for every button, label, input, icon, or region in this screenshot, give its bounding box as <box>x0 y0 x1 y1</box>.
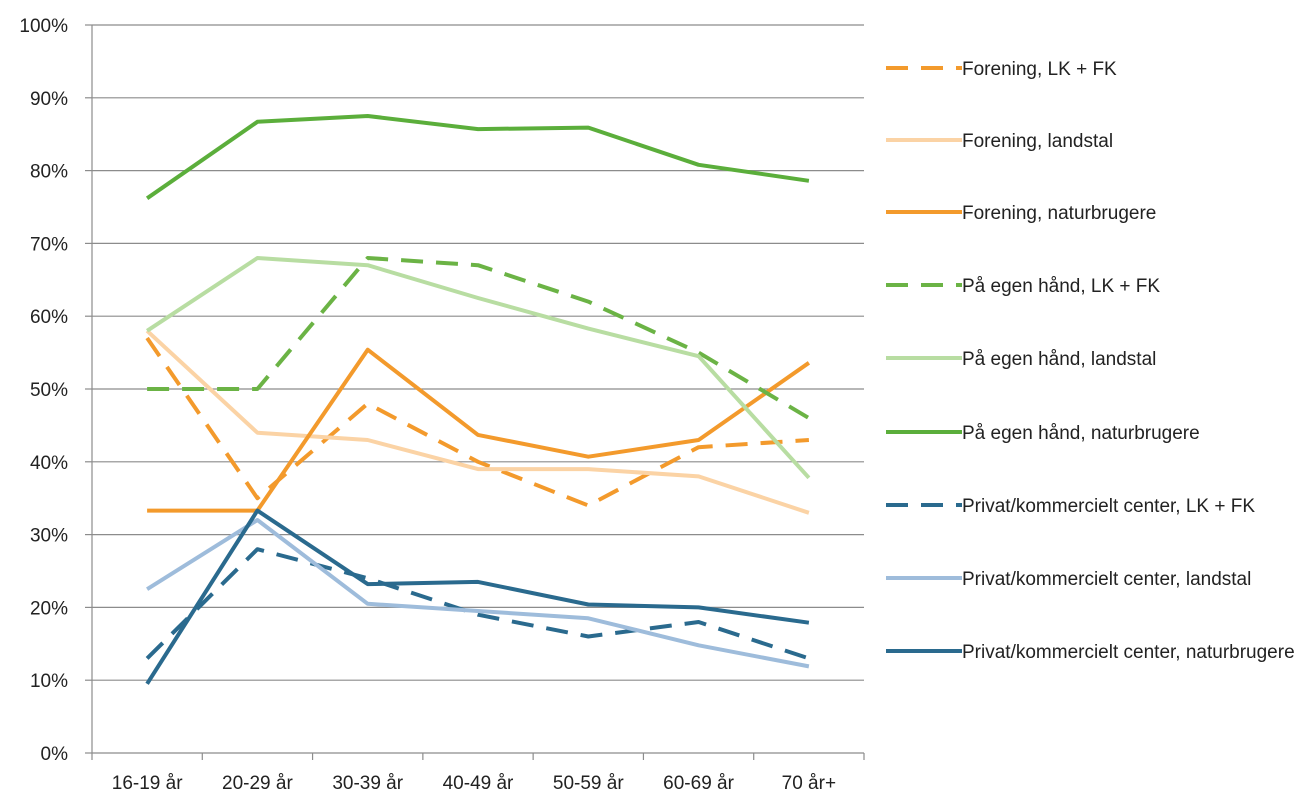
y-tick-label: 100% <box>19 16 68 37</box>
x-tick-label: 16-19 år <box>112 773 183 794</box>
y-tick-label: 80% <box>30 162 68 183</box>
y-tick-label: 10% <box>30 671 68 692</box>
y-tick-labels: 0% 10% 20% 30% 40% 50% 60% 70% 80% 90% 100% <box>19 16 68 765</box>
y-tick-label: 40% <box>30 453 68 474</box>
y-tick-label: 60% <box>30 307 68 328</box>
y-tick-label: 30% <box>30 526 68 547</box>
x-tick-label: 20-29 år <box>222 773 293 794</box>
legend-label: På egen hånd, naturbrugere <box>962 423 1200 444</box>
series-line <box>147 347 811 513</box>
gridlines <box>92 24 864 681</box>
x-tick-label: 40-49 år <box>443 773 514 794</box>
y-tick-label: 70% <box>30 234 68 255</box>
series-line <box>146 518 810 669</box>
series-lines <box>145 114 811 685</box>
y-tick-label: 0% <box>41 744 69 765</box>
series-line <box>147 256 810 420</box>
legend-label: Privat/kommercielt center, naturbrugere <box>962 642 1295 663</box>
series-line <box>145 547 810 661</box>
series-line <box>145 336 810 508</box>
x-tick-label: 70 år+ <box>782 773 836 794</box>
legend-label: Forening, landstal <box>962 131 1113 152</box>
series-line <box>145 329 810 515</box>
x-tick-labels: 16-19 år 20-29 år 30-39 år 40-49 år 50-59 år… <box>112 773 836 794</box>
legend-label: På egen hånd, landstal <box>962 349 1156 370</box>
legend-label: Forening, LK + FK <box>962 59 1117 80</box>
axes <box>85 24 865 760</box>
x-tick-label: 30-39 år <box>332 773 403 794</box>
legend: Forening, LK + FK Forening, landstal Foren… <box>886 59 1295 663</box>
legend-label: Privat/kommercielt center, landstal <box>962 569 1251 590</box>
x-tick-label: 50-59 år <box>553 773 624 794</box>
series-line <box>145 508 810 685</box>
y-tick-label: 90% <box>30 89 68 110</box>
x-tick-label: 60-69 år <box>663 773 734 794</box>
legend-label: Forening, naturbrugere <box>962 203 1156 224</box>
series-line <box>145 256 811 480</box>
series-line <box>145 114 810 200</box>
legend-label: Privat/kommercielt center, LK + FK <box>962 496 1255 517</box>
y-tick-label: 20% <box>30 598 68 619</box>
y-tick-label: 50% <box>30 380 68 401</box>
legend-label: På egen hånd, LK + FK <box>962 276 1160 297</box>
